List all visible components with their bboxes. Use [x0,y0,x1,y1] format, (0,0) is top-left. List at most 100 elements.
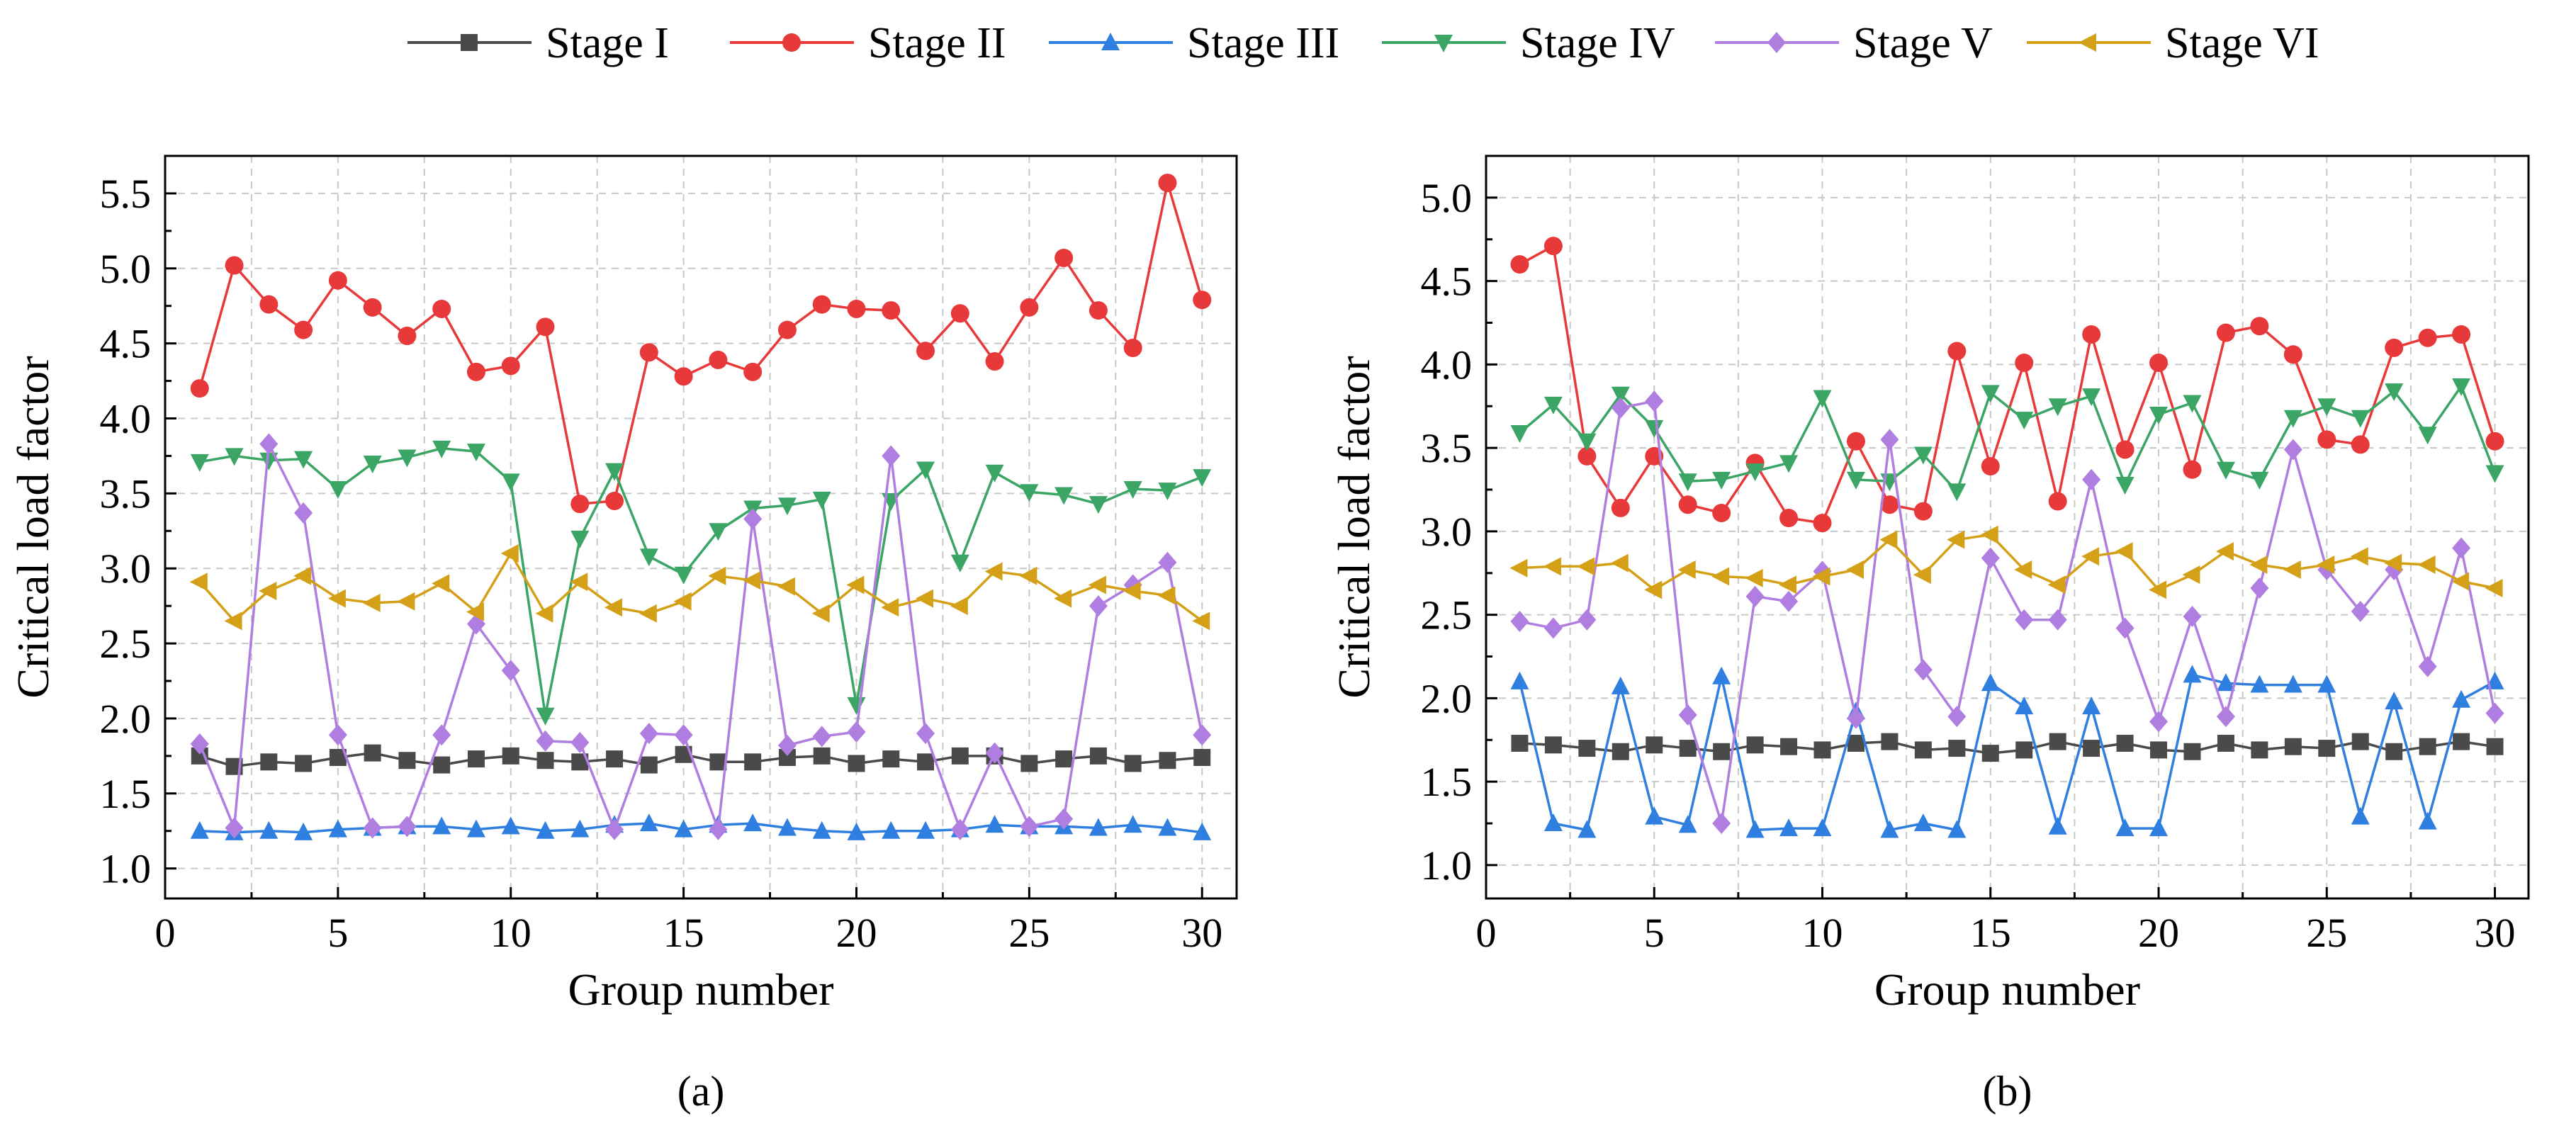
y-tick-label: 2.0 [1421,675,1473,721]
data-point-stage-vi [1509,558,1528,577]
data-point-stage-iv [1678,473,1697,492]
data-point-stage-vi [1745,568,1763,587]
series-stage-vi-a [189,544,1210,631]
data-point-stage-iii [1981,673,2000,692]
data-point-stage-vi [189,573,208,592]
data-point-stage-iv [1089,496,1108,514]
data-point-stage-i [1612,743,1629,760]
data-point-stage-iv [190,453,209,472]
data-point-stage-ii [2283,345,2302,364]
panel-label-a: (a) [677,1068,725,1115]
data-point-stage-iv [1510,424,1529,443]
data-point-stage-iv [1020,484,1039,502]
data-point-stage-v [1913,659,1933,681]
data-point-stage-iv [2183,395,2202,413]
y-tick-label: 3.0 [100,546,152,592]
data-point-stage-vi [362,593,381,612]
data-point-stage-v [2149,711,2169,733]
data-point-stage-i [398,752,416,770]
data-point-stage-iii [777,818,797,836]
data-point-stage-v [950,818,969,840]
data-point-stage-iv [1543,396,1563,415]
data-point-stage-iii [2452,689,2471,708]
x-tick-label: 30 [1181,910,1222,956]
x-tick-label: 10 [1802,910,1843,956]
data-point-stage-iii [190,821,209,839]
data-point-stage-ii [812,295,831,314]
data-point-stage-v [1020,816,1039,838]
data-point-stage-ii [328,271,347,290]
data-point-stage-vi [846,575,865,594]
chart-panel-b: 0 5 10 15 20 25 30 1.0 1.5 2.0 2.5 3.0 3.5 4.0 4.5 5.0 G… [1329,154,2530,1115]
data-point-stage-ii [1880,495,1899,514]
data-point-stage-vi [1054,589,1072,608]
y-tick-label: 1.0 [100,846,152,892]
data-point-stage-iii [259,821,279,839]
data-point-stage-iv [363,456,382,474]
data-point-stage-ii [398,327,417,346]
data-point-stage-v [2015,609,2034,631]
data-point-stage-vi [259,581,277,600]
data-point-stage-v [2048,609,2067,631]
data-point-stage-ii [916,342,935,361]
legend-marker-stage-iii [1101,33,1120,50]
data-point-stage-iv [916,461,935,480]
data-point-stage-ii [501,356,520,376]
data-point-stage-ii [985,352,1004,371]
x-tick-label: 5 [327,910,348,956]
data-point-stage-vi [2417,555,2436,574]
data-point-stage-iii [1158,818,1177,836]
data-point-stage-vi [708,566,726,585]
y-tick-label: 5.5 [100,171,152,217]
data-point-stage-iv [2351,410,2370,428]
legend-item-stage-i: Stage I [407,19,669,67]
data-point-stage-ii [2351,435,2370,454]
data-point-stage-i [744,753,762,771]
data-point-stage-vi [1980,525,1998,544]
data-point-stage-ii [1913,502,1933,521]
data-point-stage-v [674,724,693,746]
data-point-stage-vi [2451,572,2470,591]
data-point-stage-iii [1712,666,1731,684]
data-point-stage-i [1813,741,1831,759]
data-point-stage-vi [466,602,484,621]
data-point-stage-iv [1913,446,1933,465]
data-point-stage-v [1678,704,1697,726]
y-axis-title-b: Critical load factor [1329,356,1379,698]
data-point-stage-v [812,726,831,748]
legend-item-stage-vi: Stage VI [2027,19,2319,67]
data-point-stage-iii [536,821,555,839]
data-point-stage-v [1846,707,1865,729]
data-point-stage-ii [1779,509,1799,528]
data-point-stage-vi [2047,575,2066,594]
series-line-stage-v [1519,400,2497,825]
data-point-stage-vi [811,604,830,623]
data-point-stage-v [985,742,1004,764]
data-point-stage-vi [881,598,899,617]
data-point-stage-i [1089,747,1107,765]
data-point-stage-iv [1577,433,1597,451]
series-stage-ii-a [190,174,1212,514]
legend-marker-stage-i [461,34,478,51]
data-point-stage-iii [2418,811,2437,830]
data-point-stage-ii [2183,460,2202,479]
data-point-stage-v [2485,702,2504,724]
data-point-stage-iv [294,451,313,469]
data-point-stage-vi [1577,557,1595,576]
data-point-stage-iv [1846,471,1865,490]
data-point-stage-iv [2216,461,2235,480]
data-point-stage-iii [1745,820,1765,838]
grid-b [1486,156,2529,898]
data-point-stage-v [2452,537,2471,559]
data-point-stage-v [916,723,935,745]
data-point-stage-v [363,817,382,839]
data-point-stage-i [2419,738,2436,755]
data-point-stage-ii [294,320,313,339]
data-point-stage-iv [536,707,555,726]
data-point-stage-v [1577,609,1597,631]
data-point-stage-i [260,753,278,771]
data-point-stage-ii [1020,298,1039,317]
data-point-stage-ii [1054,248,1074,267]
data-point-stage-i [2486,738,2504,755]
